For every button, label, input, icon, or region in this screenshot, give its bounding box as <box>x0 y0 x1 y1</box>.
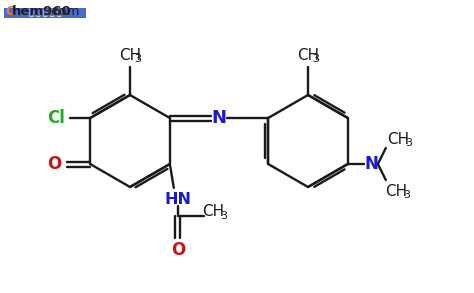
Text: 3: 3 <box>405 138 412 148</box>
Text: CH: CH <box>202 205 224 219</box>
Text: CH: CH <box>385 183 407 198</box>
Text: HN: HN <box>164 192 191 207</box>
Text: CH: CH <box>119 47 141 62</box>
Text: O: O <box>47 155 61 173</box>
Text: 3: 3 <box>403 190 410 200</box>
Text: 化 工 原 料 网: 化 工 原 料 网 <box>29 8 61 18</box>
Text: 3: 3 <box>135 54 142 64</box>
Text: 3: 3 <box>220 211 228 221</box>
Text: CH: CH <box>387 132 409 146</box>
Text: CH: CH <box>297 47 319 62</box>
Text: Cl: Cl <box>47 109 65 127</box>
Text: N: N <box>365 155 379 173</box>
Text: .com: .com <box>48 5 81 18</box>
Text: O: O <box>171 241 185 259</box>
FancyBboxPatch shape <box>4 8 86 18</box>
Text: N: N <box>211 109 227 127</box>
Text: 3: 3 <box>312 54 319 64</box>
Text: hem960: hem960 <box>12 5 72 18</box>
Text: C: C <box>5 5 15 18</box>
